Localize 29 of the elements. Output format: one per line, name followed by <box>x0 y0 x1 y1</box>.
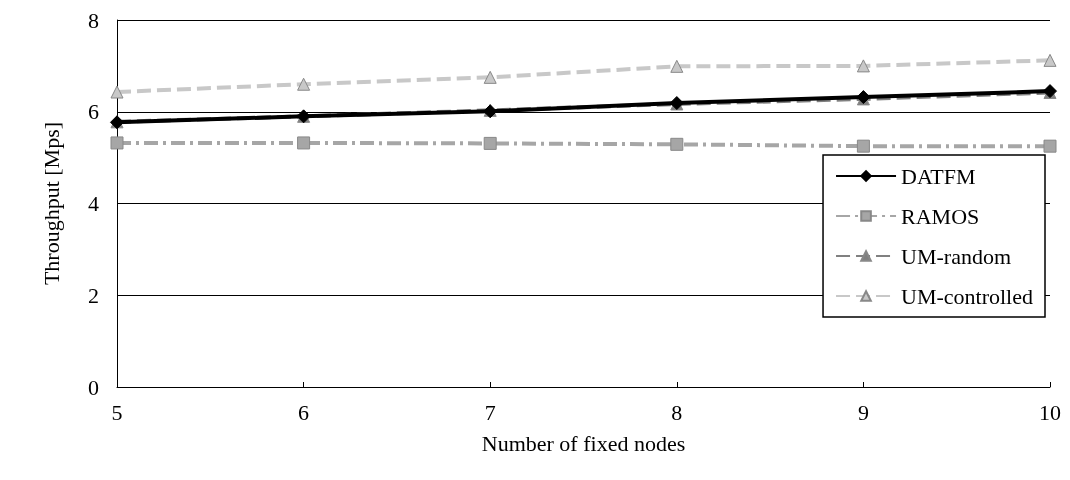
y-tick-label: 6 <box>88 99 99 125</box>
point <box>670 137 684 151</box>
legend-label: DATFM <box>901 163 976 189</box>
point <box>856 139 870 153</box>
point <box>856 59 870 73</box>
x-tick-label: 7 <box>484 399 496 425</box>
point <box>110 136 124 150</box>
y-tick-label: 0 <box>88 374 99 400</box>
legend-label: UM-controlled <box>901 283 1033 309</box>
x-tick-label: 10 <box>1039 399 1061 425</box>
legend-label: RAMOS <box>901 203 980 229</box>
point <box>297 77 311 91</box>
x-tick-label: 6 <box>298 399 310 425</box>
point <box>297 136 311 150</box>
point <box>670 59 684 73</box>
point <box>110 85 124 99</box>
point <box>483 70 497 84</box>
point <box>483 136 497 150</box>
legend-label: UM-random <box>901 243 1012 269</box>
x-tick-label: 5 <box>111 399 123 425</box>
y-tick-label: 4 <box>88 191 99 216</box>
y-axis-title: Throughput [Mps] <box>38 121 64 286</box>
x-axis-title: Number of fixed nodes <box>481 430 686 456</box>
point <box>1043 53 1057 67</box>
y-tick-label: 8 <box>88 7 99 33</box>
point <box>1043 139 1057 153</box>
x-tick-label: 9 <box>857 399 869 425</box>
y-tick-label: 2 <box>88 282 99 308</box>
x-tick-label: 8 <box>671 399 683 425</box>
